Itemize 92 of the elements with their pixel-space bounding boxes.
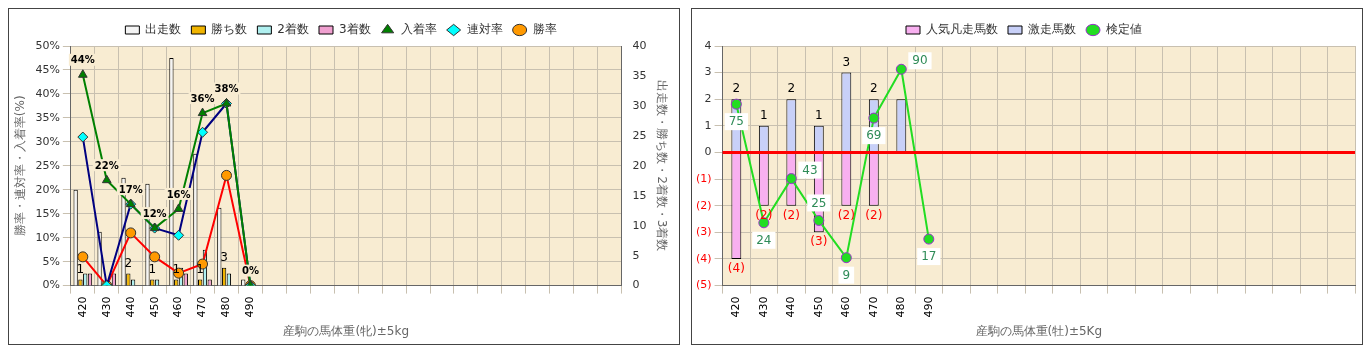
legend-label: 激走馬数 — [1028, 22, 1076, 37]
data-label: (4) — [727, 261, 745, 276]
y2-tick-label: 20 — [632, 158, 647, 172]
x-tick-label: 420 — [729, 296, 743, 318]
y2-tick-label: 25 — [632, 128, 647, 142]
y-tick-label: 0% — [42, 278, 60, 292]
y-tick-label: 1 — [704, 118, 712, 132]
y-tick-label: 15% — [35, 206, 60, 220]
x-tick-label: 460 — [839, 296, 853, 318]
data-label: 43 — [802, 162, 818, 177]
y-tick-label: 50% — [35, 38, 60, 52]
y-tick-label: 5% — [42, 254, 60, 268]
legend-label: 人気凡走馬数 — [926, 22, 998, 37]
data-label: 17 — [921, 249, 937, 264]
x-tick-label: 470 — [866, 296, 880, 318]
data-label: (2) — [782, 207, 800, 222]
data-label: 1 — [760, 107, 768, 122]
x-tick-label: 480 — [219, 296, 233, 318]
data-label: 69 — [866, 128, 882, 143]
y-tick-label: 20% — [35, 182, 60, 196]
legend-label: 勝ち数 — [211, 22, 248, 37]
legend-label: 入着率 — [400, 22, 437, 37]
y2-tick-label: 15 — [632, 188, 647, 202]
legend-label: 検定値 — [1106, 22, 1142, 37]
y2-tick-label: 35 — [632, 68, 647, 82]
y-tick-label: 35% — [35, 110, 60, 124]
y-tick-label: (3) — [695, 225, 712, 239]
data-label: 1 — [148, 261, 157, 276]
data-label: 3 — [842, 54, 851, 69]
y-tick-label: (2) — [695, 198, 712, 212]
data-label: 44% — [70, 54, 95, 66]
data-label: 17% — [118, 183, 143, 195]
data-label: 1 — [172, 261, 181, 276]
y-tick-label: 4 — [704, 38, 712, 52]
legend-label: 勝率 — [532, 22, 557, 37]
data-label: 90 — [912, 53, 928, 68]
data-label: 3 — [220, 249, 228, 264]
y-tick-label: 2 — [704, 92, 712, 106]
x-tick-label: 450 — [811, 296, 825, 318]
y-tick-label: 3 — [704, 65, 712, 79]
data-label: 75 — [728, 114, 744, 129]
x-tick-label: 480 — [894, 296, 908, 318]
data-label: (2) — [837, 207, 855, 222]
y-tick-label: 10% — [35, 230, 60, 244]
legend-label: 2着数 — [277, 22, 310, 37]
y2-axis-title: 出走数・勝ち数・2着数・3着数 — [654, 80, 669, 252]
data-label: 16% — [166, 188, 191, 200]
x-tick-label: 470 — [195, 296, 209, 318]
data-label: 22% — [94, 159, 119, 171]
legend-label: 出走数 — [145, 22, 182, 37]
legend-label: 連対率 — [466, 22, 503, 37]
data-label: 2 — [869, 81, 878, 96]
data-label: 2 — [124, 255, 133, 270]
y-tick-label: (4) — [695, 251, 712, 265]
x-tick-label: 460 — [171, 296, 185, 318]
data-label: (2) — [865, 207, 883, 222]
data-label: 0% — [241, 265, 259, 277]
y-tick-label: 0 — [704, 145, 712, 159]
data-label: 24 — [756, 232, 772, 247]
x-axis-title: 産駒の馬体重(牡)±5Kg — [975, 323, 1103, 338]
y-tick-label: 40% — [35, 86, 60, 100]
x-tick-label: 440 — [123, 296, 137, 318]
y-tick-label: 30% — [35, 134, 60, 148]
x-tick-label: 430 — [99, 296, 113, 318]
x-tick-label: 450 — [147, 296, 161, 318]
data-label: (3) — [810, 234, 828, 249]
data-label: 2 — [787, 81, 796, 96]
y2-tick-label: 30 — [632, 98, 647, 112]
y-tick-label: (5) — [695, 278, 712, 292]
y-tick-label: 45% — [35, 62, 60, 76]
data-label: 36% — [190, 92, 215, 104]
y2-tick-label: 0 — [632, 278, 640, 292]
y2-tick-label: 10 — [632, 218, 647, 232]
x-tick-label: 440 — [784, 296, 798, 318]
data-label: 2 — [732, 81, 741, 96]
y2-tick-label: 40 — [632, 38, 647, 52]
x-tick-label: 420 — [75, 296, 89, 318]
data-label: 9 — [842, 267, 851, 282]
x-axis-title: 産駒の馬体重(牝)±5kg — [283, 323, 410, 338]
data-label: 1 — [76, 261, 85, 276]
data-label: 12% — [142, 207, 167, 219]
y-tick-label: (1) — [695, 171, 712, 185]
data-label: 25 — [811, 195, 827, 210]
y-axis-title: 勝率・連対率・入着率(%) — [13, 95, 28, 237]
x-tick-label: 490 — [921, 296, 935, 318]
x-tick-label: 430 — [756, 296, 770, 318]
y2-tick-label: 5 — [632, 248, 640, 262]
y-tick-label: 25% — [35, 158, 60, 172]
data-label: 38% — [214, 83, 239, 95]
x-tick-label: 490 — [243, 296, 257, 318]
legend-label: 3着数 — [339, 22, 371, 37]
data-label: 1 — [815, 107, 823, 122]
